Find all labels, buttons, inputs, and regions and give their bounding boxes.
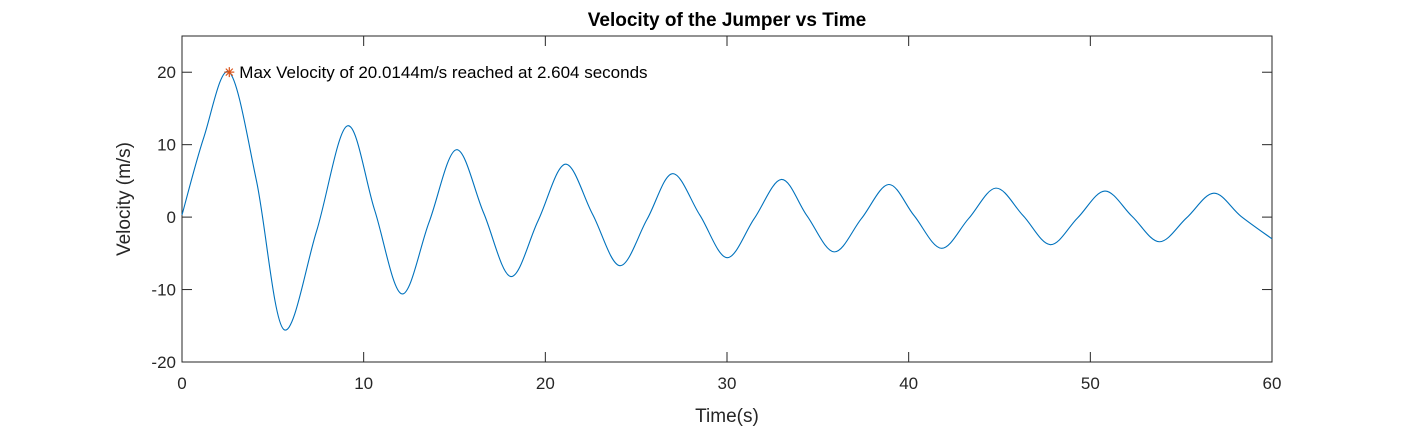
chart-title: Velocity of the Jumper vs Time (588, 10, 866, 31)
x-tick-label: 40 (899, 374, 918, 393)
x-tick-label: 0 (177, 374, 186, 393)
velocity-series-line (181, 71, 1273, 331)
y-tick-label: -20 (151, 353, 176, 372)
x-axis-label: Time(s) (695, 406, 759, 427)
x-tick-label: 30 (718, 374, 737, 393)
y-tick-label: -10 (151, 281, 176, 300)
y-tick-label: 20 (157, 63, 176, 82)
y-tick-label: 10 (157, 136, 176, 155)
plot-area-box (181, 35, 1273, 363)
y-axis-label: Velocity (m/s) (114, 142, 135, 256)
x-tick-label: 50 (1081, 374, 1100, 393)
series-layer (181, 71, 1273, 331)
axes: 0 10 20 30 40 50 60 -20 -10 0 10 20 (151, 35, 1282, 393)
max-velocity-annotation: Max Velocity of 20.0144m/s reached at 2.… (239, 63, 647, 82)
x-tick-label: 10 (354, 374, 373, 393)
x-tick-label: 20 (536, 374, 555, 393)
x-tick-label: 60 (1263, 374, 1282, 393)
y-tick-label: 0 (167, 208, 176, 227)
max-velocity-marker (224, 67, 235, 78)
marker-layer (224, 67, 235, 78)
